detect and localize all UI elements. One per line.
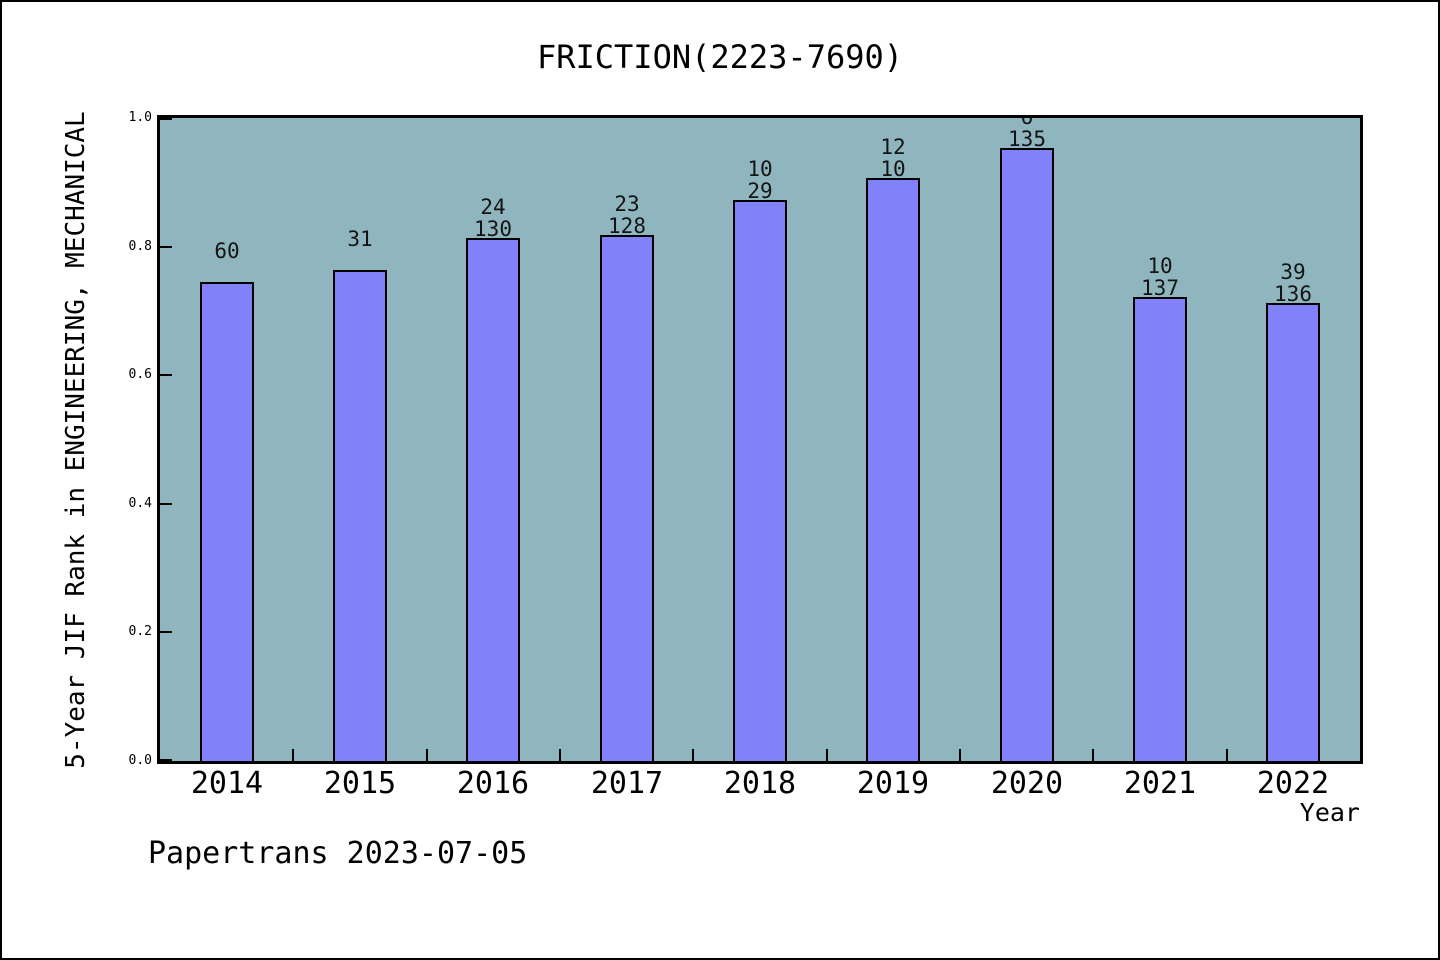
x-tick-label-2014: 2014 [190, 766, 264, 801]
bar-rank-text: 10 [747, 157, 773, 181]
y-tick-label-0.8: 0.8 [128, 239, 152, 254]
bar-total-text [161, 262, 293, 284]
bar-total-text: 10 [880, 157, 906, 181]
bar-2015 [333, 270, 387, 761]
y-axis-tick [160, 503, 172, 505]
bar-rank-text: 6 [1020, 115, 1034, 129]
bar-total-text: 135 [1008, 127, 1046, 151]
y-axis-tick [160, 759, 172, 761]
bar-2022 [1266, 303, 1320, 761]
bar-value-label-2014: 60 [161, 240, 293, 284]
y-axis-tick [160, 246, 172, 248]
x-tick-label-2022: 2022 [1256, 766, 1330, 801]
bar-value-label-2015: 31 [294, 228, 426, 272]
x-axis-tick [426, 749, 428, 761]
x-axis-label: Year [1299, 798, 1360, 827]
bar-rank-text: 23 [614, 192, 640, 216]
bar-total-text: 29 [747, 179, 773, 203]
bar-2016 [466, 238, 520, 761]
watermark-text: Papertrans 2023-07-05 [148, 836, 528, 871]
bar-rank-text: 24 [480, 195, 506, 219]
bar-value-label-2019: 12 10 [827, 136, 959, 180]
bar-rank-text: 39 [1280, 260, 1306, 284]
bar-total-text: 136 [1274, 282, 1312, 306]
x-axis-tick [1226, 749, 1228, 761]
bar-value-label-2022: 39 136 [1227, 261, 1359, 305]
bar-2017 [600, 235, 654, 761]
y-axis-tick [160, 374, 172, 376]
bar-total-text: 128 [608, 214, 646, 238]
x-tick-label-2018: 2018 [723, 766, 797, 801]
x-tick-label-2020: 2020 [990, 766, 1064, 801]
bar-total-text [294, 250, 426, 272]
x-tick-label-2021: 2021 [1123, 766, 1197, 801]
bar-2021 [1133, 297, 1187, 761]
y-tick-label-0.6: 0.6 [128, 367, 152, 382]
y-axis-tick [160, 118, 172, 120]
bar-rank-text: 60 [214, 239, 240, 263]
bar-total-text: 137 [1141, 276, 1179, 300]
bar-value-label-2020: 6 135 [961, 115, 1093, 151]
bar-2014 [200, 282, 254, 761]
bar-rank-text: 10 [1147, 254, 1173, 278]
bar-total-text: 130 [474, 217, 512, 241]
x-axis-tick [826, 749, 828, 761]
x-tick-label-2019: 2019 [856, 766, 930, 801]
chart-title: FRICTION(2223-7690) [536, 38, 904, 76]
bar-value-label-2021: 10 137 [1094, 255, 1226, 299]
x-axis-tick [692, 749, 694, 761]
y-axis-tick [160, 631, 172, 633]
bar-value-label-2017: 23 128 [561, 193, 693, 237]
bar-value-label-2016: 24 130 [427, 196, 559, 240]
x-axis-tick [292, 749, 294, 761]
x-axis-tick [959, 749, 961, 761]
y-tick-label-1.0: 1.0 [128, 110, 152, 125]
x-axis-tick [559, 749, 561, 761]
x-tick-label-2017: 2017 [590, 766, 664, 801]
plot-area: 60 31 24 130 23 128 10 29 12 10 6 135 10 137 39 136 [157, 115, 1363, 764]
x-tick-label-2016: 2016 [456, 766, 530, 801]
bar-2020 [1000, 148, 1054, 761]
x-tick-label-2015: 2015 [323, 766, 397, 801]
y-tick-label-0.0: 0.0 [128, 753, 152, 768]
x-axis-tick [1092, 749, 1094, 761]
bar-value-label-2018: 10 29 [694, 158, 826, 202]
bar-2018 [733, 200, 787, 761]
bar-rank-text: 31 [347, 227, 373, 251]
bar-rank-text: 12 [880, 135, 906, 159]
bar-2019 [866, 178, 920, 761]
y-tick-label-0.2: 0.2 [128, 624, 152, 639]
y-tick-label-0.4: 0.4 [128, 496, 152, 511]
y-axis-label: 5-Year JIF Rank in ENGINEERING, MECHANIC… [61, 111, 91, 769]
